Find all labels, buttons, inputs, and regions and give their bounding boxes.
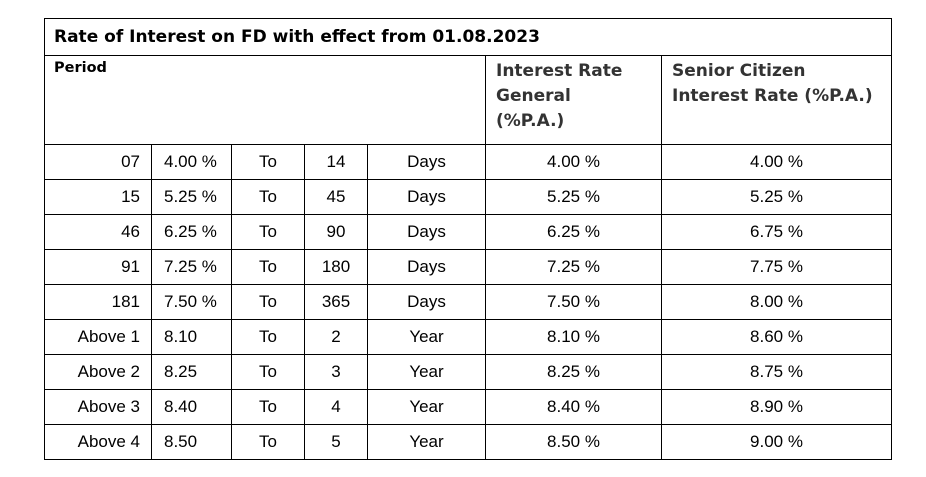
general-rate-cell: 7.25 %	[485, 249, 662, 285]
period-upto-cell: 3	[304, 354, 368, 390]
general-rate-cell: 4.00 %	[485, 144, 662, 180]
period-from-cell: Above 3	[44, 389, 152, 425]
senior-rate-cell: 4.00 %	[660, 144, 893, 180]
table-row: Above 3 8.40 To 4 Year 8.40 % 8.90 %	[44, 389, 893, 425]
period-upto-cell: 2	[304, 319, 368, 355]
senior-header-line2: Interest Rate (%P.A.)	[672, 86, 873, 106]
to-cell: To	[231, 144, 305, 180]
period-unit-cell: Year	[367, 424, 486, 460]
table-title: Rate of Interest on FD with effect from …	[43, 18, 893, 56]
period-unit-cell: Year	[367, 319, 486, 355]
table-row: 91 7.25 % To 180 Days 7.25 % 7.75 %	[44, 249, 893, 285]
period-upto-cell: 180	[304, 249, 368, 285]
general-rate-header: Interest Rate General (%P.A.)	[485, 55, 662, 145]
period-rate-cell: 8.40	[151, 389, 232, 425]
senior-rate-cell: 8.75 %	[660, 354, 893, 390]
general-rate-cell: 5.25 %	[485, 179, 662, 215]
table-row: 15 5.25 % To 45 Days 5.25 % 5.25 %	[44, 179, 893, 215]
period-upto-cell: 365	[304, 284, 368, 320]
to-cell: To	[231, 284, 305, 320]
to-cell: To	[231, 424, 305, 460]
period-from-cell: 15	[44, 179, 152, 215]
period-unit-cell: Year	[367, 389, 486, 425]
senior-rate-header: Senior Citizen Interest Rate (%P.A.)	[660, 55, 893, 145]
general-rate-cell: 8.50 %	[485, 424, 662, 460]
period-from-cell: Above 2	[44, 354, 152, 390]
period-unit-cell: Days	[367, 249, 486, 285]
to-cell: To	[231, 354, 305, 390]
general-rate-cell: 8.10 %	[485, 319, 662, 355]
to-cell: To	[231, 179, 305, 215]
senior-rate-cell: 8.90 %	[660, 389, 893, 425]
period-rate-cell: 8.10	[151, 319, 232, 355]
fd-rate-table-container: Rate of Interest on FD with effect from …	[43, 18, 893, 460]
table-row: Above 4 8.50 To 5 Year 8.50 % 9.00 %	[44, 424, 893, 460]
period-upto-cell: 5	[304, 424, 368, 460]
period-from-cell: 91	[44, 249, 152, 285]
period-unit-cell: Days	[367, 284, 486, 320]
period-header: Period	[44, 55, 486, 145]
senior-header-line1: Senior Citizen	[672, 61, 806, 81]
period-upto-cell: 45	[304, 179, 368, 215]
senior-rate-cell: 7.75 %	[660, 249, 893, 285]
general-rate-cell: 6.25 %	[485, 214, 662, 250]
fd-rate-table: Rate of Interest on FD with effect from …	[43, 18, 893, 460]
period-rate-cell: 5.25 %	[151, 179, 232, 215]
general-rate-cell: 8.25 %	[485, 354, 662, 390]
general-header-line2: General	[496, 86, 571, 106]
senior-rate-cell: 9.00 %	[660, 424, 893, 460]
table-row: 46 6.25 % To 90 Days 6.25 % 6.75 %	[44, 214, 893, 250]
period-from-cell: Above 1	[44, 319, 152, 355]
period-unit-cell: Days	[367, 144, 486, 180]
period-upto-cell: 90	[304, 214, 368, 250]
table-row: 07 4.00 % To 14 Days 4.00 % 4.00 %	[44, 144, 893, 180]
table-row: Above 1 8.10 To 2 Year 8.10 % 8.60 %	[44, 319, 893, 355]
header-row: Period Interest Rate General (%P.A.) Sen…	[44, 55, 893, 145]
to-cell: To	[231, 389, 305, 425]
period-unit-cell: Days	[367, 214, 486, 250]
period-rate-cell: 7.25 %	[151, 249, 232, 285]
period-upto-cell: 14	[304, 144, 368, 180]
period-from-cell: 07	[44, 144, 152, 180]
period-rate-cell: 7.50 %	[151, 284, 232, 320]
senior-rate-cell: 8.00 %	[660, 284, 893, 320]
senior-rate-cell: 5.25 %	[660, 179, 893, 215]
to-cell: To	[231, 249, 305, 285]
to-cell: To	[231, 214, 305, 250]
period-unit-cell: Year	[367, 354, 486, 390]
senior-rate-cell: 6.75 %	[660, 214, 893, 250]
period-upto-cell: 4	[304, 389, 368, 425]
general-rate-cell: 7.50 %	[485, 284, 662, 320]
senior-rate-cell: 8.60 %	[660, 319, 893, 355]
general-rate-cell: 8.40 %	[485, 389, 662, 425]
period-unit-cell: Days	[367, 179, 486, 215]
to-cell: To	[231, 319, 305, 355]
period-from-cell: 46	[44, 214, 152, 250]
period-from-cell: 181	[44, 284, 152, 320]
period-rate-cell: 6.25 %	[151, 214, 232, 250]
period-rate-cell: 8.25	[151, 354, 232, 390]
general-header-line1: Interest Rate	[496, 61, 623, 81]
title-row: Rate of Interest on FD with effect from …	[43, 18, 893, 56]
period-from-cell: Above 4	[44, 424, 152, 460]
period-rate-cell: 4.00 %	[151, 144, 232, 180]
table-row: Above 2 8.25 To 3 Year 8.25 % 8.75 %	[44, 354, 893, 390]
general-header-line3: (%P.A.)	[496, 111, 565, 131]
period-rate-cell: 8.50	[151, 424, 232, 460]
table-row: 181 7.50 % To 365 Days 7.50 % 8.00 %	[44, 284, 893, 320]
